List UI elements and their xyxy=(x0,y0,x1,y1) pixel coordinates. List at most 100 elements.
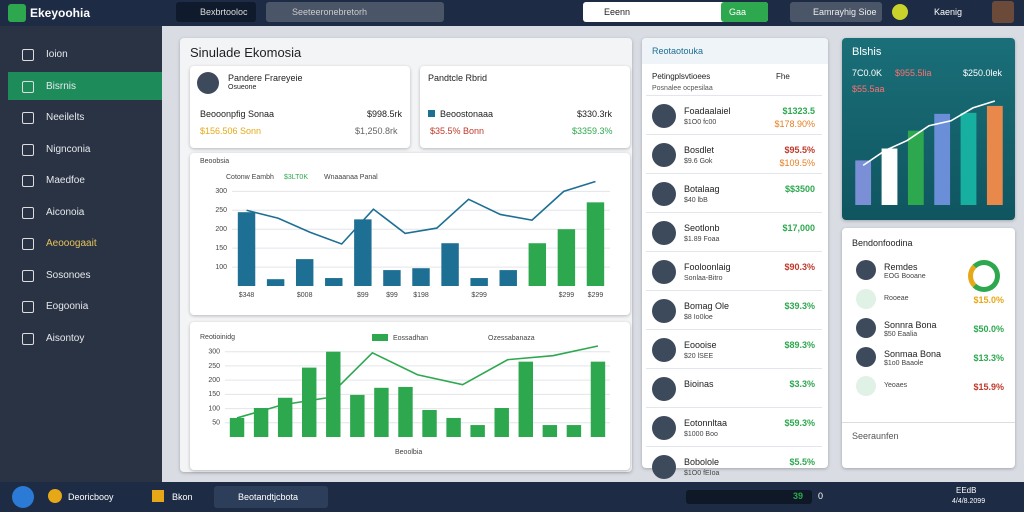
item-value: $13.3% xyxy=(973,353,1004,363)
search-box[interactable] xyxy=(266,2,444,22)
y-tick-label: 100 xyxy=(215,264,227,271)
line xyxy=(246,180,596,245)
tab[interactable] xyxy=(176,2,256,22)
bar xyxy=(586,202,605,286)
line xyxy=(236,345,599,419)
clock-date: 4/4/8.2099 xyxy=(952,498,986,505)
item-name: Seotlonb xyxy=(684,223,720,233)
list-sub-right: Fhe xyxy=(776,72,790,81)
sidebar-icon xyxy=(22,206,34,219)
item-name: Remdes xyxy=(884,262,918,272)
x-tick-label: $99 xyxy=(386,292,398,299)
logo xyxy=(8,4,26,22)
taskbar-item[interactable]: Bkon xyxy=(172,492,193,502)
bar xyxy=(960,112,977,205)
x-tick-label: $348 xyxy=(239,292,255,299)
item-value: $15.9% xyxy=(973,382,1004,392)
card-amount: $35.5% Bonn xyxy=(430,126,485,136)
card-sub: Osueone xyxy=(228,84,257,91)
x-tick-label: $299 xyxy=(471,292,487,299)
divider xyxy=(646,251,822,252)
status-icon[interactable] xyxy=(892,4,908,20)
sidebar-icon xyxy=(22,238,34,250)
taskbar-item[interactable]: Deoricbooy xyxy=(68,492,114,502)
legend-swatch xyxy=(372,334,388,341)
sidebar-item[interactable]: Aiconoia xyxy=(46,206,85,218)
teal-stat: 7C0.0K xyxy=(852,68,883,78)
sidebar-item[interactable]: Sosonoes xyxy=(46,269,91,281)
sidebar-icon xyxy=(22,332,34,345)
item-value: $39.3% xyxy=(784,301,815,311)
item-sub: Sonlaa-Bitro xyxy=(684,275,723,282)
search-button-label: Gaa xyxy=(729,7,747,17)
bar xyxy=(350,394,365,437)
app-icon[interactable] xyxy=(48,489,62,503)
avatar xyxy=(652,455,676,479)
sidebar-icon xyxy=(22,269,34,282)
active-task[interactable] xyxy=(214,486,328,508)
bar xyxy=(590,361,606,437)
y-tick-label: 150 xyxy=(215,245,227,252)
item-sub: EOG Booane xyxy=(884,273,926,280)
y-tick-label: 300 xyxy=(215,188,227,195)
sidebar xyxy=(0,26,162,482)
app-icon[interactable] xyxy=(152,490,164,502)
bar xyxy=(277,397,293,437)
bar xyxy=(422,409,437,437)
item-sub: $20 lSEE xyxy=(684,353,714,360)
bar xyxy=(237,212,256,286)
start-button[interactable] xyxy=(12,486,34,508)
user-name: Kaenig xyxy=(934,7,963,17)
notif[interactable] xyxy=(790,2,882,22)
search-button[interactable] xyxy=(721,2,768,22)
item-sub: $1O0 fEIoa xyxy=(684,470,720,477)
bar xyxy=(557,229,576,286)
avatar[interactable] xyxy=(992,1,1014,23)
bar xyxy=(441,243,459,286)
tab-label: Bexbrtooloc xyxy=(200,7,248,17)
x-tick-label: $008 xyxy=(297,292,313,299)
item-sub: $1O0 fc00 xyxy=(684,119,717,126)
teal-stat: $955.5lia xyxy=(895,68,932,78)
item-value: $89.3% xyxy=(784,340,815,350)
item-name: Eotonnltaa xyxy=(684,418,728,428)
item-value: $17,000 xyxy=(782,223,815,233)
card-amount: $156.506 Sonn xyxy=(200,126,262,136)
sidebar-item[interactable]: Aeooogaait xyxy=(46,238,97,249)
bar xyxy=(383,270,401,286)
sidebar-item[interactable]: Bisrnis xyxy=(46,80,77,92)
item-name: Sonmaa Bona xyxy=(884,349,942,359)
summary-footer: Seeraunfen xyxy=(852,431,899,441)
sidebar-item[interactable]: Ioion xyxy=(46,49,68,60)
sidebar-item[interactable]: Maedfoe xyxy=(46,175,85,186)
divider xyxy=(646,290,822,291)
bar xyxy=(934,113,951,205)
x-tick-label: $299 xyxy=(588,292,604,299)
item-value: $50.0% xyxy=(973,324,1004,334)
chart-title: Reotioinidg xyxy=(200,334,235,341)
y-tick-label: 50 xyxy=(212,420,220,427)
legend: Eossadhan xyxy=(393,335,428,342)
item-sub: $1o0 Baaole xyxy=(884,360,924,367)
divider xyxy=(646,407,822,408)
sidebar-item[interactable]: Eogoonia xyxy=(46,301,89,312)
item-name: Bioinas xyxy=(684,379,714,389)
item-value-2: $109.5% xyxy=(779,158,815,168)
sidebar-icon xyxy=(22,112,34,124)
item-value-2: $178.90% xyxy=(774,119,815,129)
bar xyxy=(229,417,245,437)
sidebar-item[interactable]: Nignconia xyxy=(46,143,91,155)
card-amount-2: $1,250.8rk xyxy=(355,126,398,136)
avatar xyxy=(652,182,676,206)
bar xyxy=(470,425,485,437)
bar xyxy=(354,219,372,286)
y-tick-label: 250 xyxy=(208,363,220,370)
taskbar-item[interactable]: Beotandtjcbota xyxy=(238,492,299,502)
legend: Ozessabanaza xyxy=(488,335,535,342)
sidebar-item[interactable]: Aisontoy xyxy=(46,332,85,344)
sidebar-item[interactable]: Neeilelts xyxy=(46,112,85,123)
bar xyxy=(253,407,269,437)
divider xyxy=(646,329,822,330)
item-name: Bobolole xyxy=(684,457,720,467)
